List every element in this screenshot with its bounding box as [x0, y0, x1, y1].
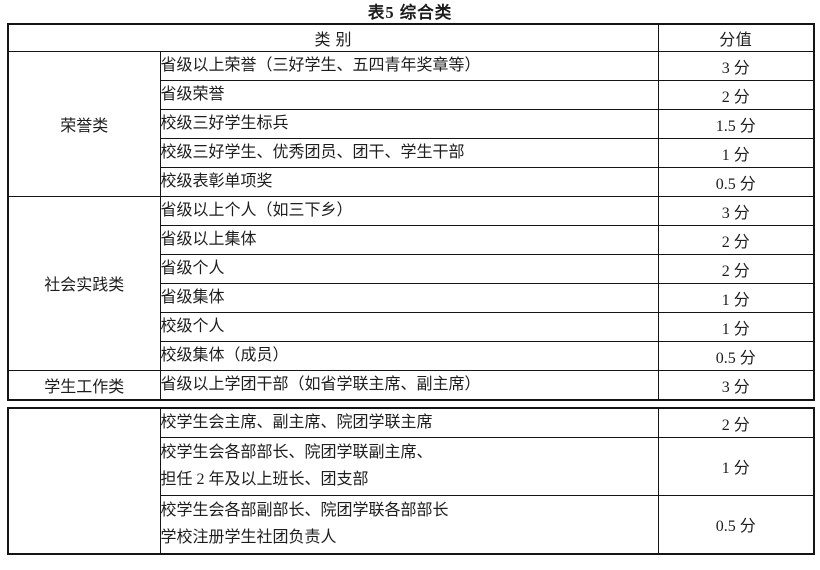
item-cell: 省级以上学团干部（如省学联主席、副主席） [159, 369, 659, 400]
score-table-main: 类 别 分值 荣誉类 省级以上荣誉（三好学生、五四青年奖章等） 3 分 省级荣誉… [7, 23, 816, 401]
score-cell: 2 分 [657, 224, 815, 255]
item-cell: 省级荣誉 [159, 79, 659, 110]
table-title: 表5 综合类 [367, 3, 453, 22]
table-row: 学生工作类 省级以上学团干部（如省学联主席、副主席） 3 分 [7, 369, 815, 400]
table-row: 校学生会各部副部长、院团学联各部部长 学校注册学生社团负责人 0.5 分 [8, 494, 815, 554]
score-cell: 2 分 [657, 253, 815, 284]
item-cell: 校级三好学生标兵 [159, 108, 659, 139]
table-row: 省级集体 1 分 [8, 282, 815, 313]
table-row: 校级个人 1 分 [8, 311, 815, 342]
score-cell: 1 分 [657, 436, 815, 496]
score-cell: 2 分 [657, 407, 815, 438]
header-row: 类 别 分值 [7, 23, 815, 52]
score-cell: 1 分 [657, 282, 815, 313]
item-line: 校学生会各部部长、院团学联副主席、 [160, 443, 433, 461]
item-line: 担任 2 年及以上班长、团支部 [160, 471, 369, 488]
category-cell: 荣誉类 [7, 50, 161, 197]
item-cell: 校级三好学生、优秀团员、团干、学生干部 [159, 137, 659, 168]
category-cell: 学生工作类 [7, 369, 161, 400]
item-line: 学校注册学生社团负责人 [160, 529, 337, 546]
score-cell: 1 分 [657, 311, 815, 342]
item-cell: 校级表彰单项奖 [159, 166, 659, 197]
table-row: 省级个人 2 分 [8, 253, 815, 284]
item-cell: 校学生会主席、副主席、院团学联主席 [159, 407, 659, 438]
table-row: 省级荣誉 2 分 [8, 79, 815, 110]
table-row: 校学生会各部部长、院团学联副主席、 担任 2 年及以上班长、团支部 1 分 [8, 436, 815, 496]
header-category: 类 别 [7, 23, 659, 52]
item-cell: 省级个人 [159, 253, 659, 284]
score-cell: 0.5 分 [657, 494, 815, 554]
item-cell: 校学生会各部副部长、院团学联各部部长 学校注册学生社团负责人 [159, 494, 659, 554]
table-row: 校级表彰单项奖 0.5 分 [8, 166, 815, 197]
score-cell: 1 分 [657, 137, 815, 168]
item-cell: 省级以上个人（如三下乡） [159, 195, 659, 226]
category-cell-empty [7, 407, 161, 554]
table-row: 校级三好学生、优秀团员、团干、学生干部 1 分 [8, 137, 815, 168]
item-cell: 校级个人 [159, 311, 659, 342]
item-cell: 省级以上荣誉（三好学生、五四青年奖章等） [159, 50, 659, 81]
score-cell: 0.5 分 [657, 340, 815, 371]
item-cell: 校级集体（成员） [159, 340, 659, 371]
score-cell: 2 分 [657, 79, 815, 110]
item-cell: 省级以上集体 [159, 224, 659, 255]
score-cell: 3 分 [657, 369, 815, 400]
score-cell: 3 分 [657, 195, 815, 226]
item-cell: 校学生会各部部长、院团学联副主席、 担任 2 年及以上班长、团支部 [159, 436, 659, 496]
item-cell: 省级集体 [159, 282, 659, 313]
item-line: 校学生会各部副部长、院团学联各部部长 [160, 501, 449, 519]
table-row: 校级集体（成员） 0.5 分 [8, 340, 815, 371]
table-row: 校学生会主席、副主席、院团学联主席 2 分 [7, 407, 815, 554]
score-table-continuation: 校学生会主席、副主席、院团学联主席 2 分 校学生会各部部长、院团学联副主席、 … [7, 406, 815, 555]
category-cell: 社会实践类 [7, 195, 161, 371]
table-row: 省级以上集体 2 分 [8, 224, 815, 255]
score-cell: 0.5 分 [657, 166, 815, 197]
table-row: 荣誉类 省级以上荣誉（三好学生、五四青年奖章等） 3 分 [7, 50, 815, 197]
score-cell: 3 分 [657, 50, 815, 81]
header-score: 分值 [657, 23, 815, 52]
table-row: 社会实践类 省级以上个人（如三下乡） 3 分 [7, 195, 815, 371]
score-cell: 1.5 分 [657, 108, 815, 139]
